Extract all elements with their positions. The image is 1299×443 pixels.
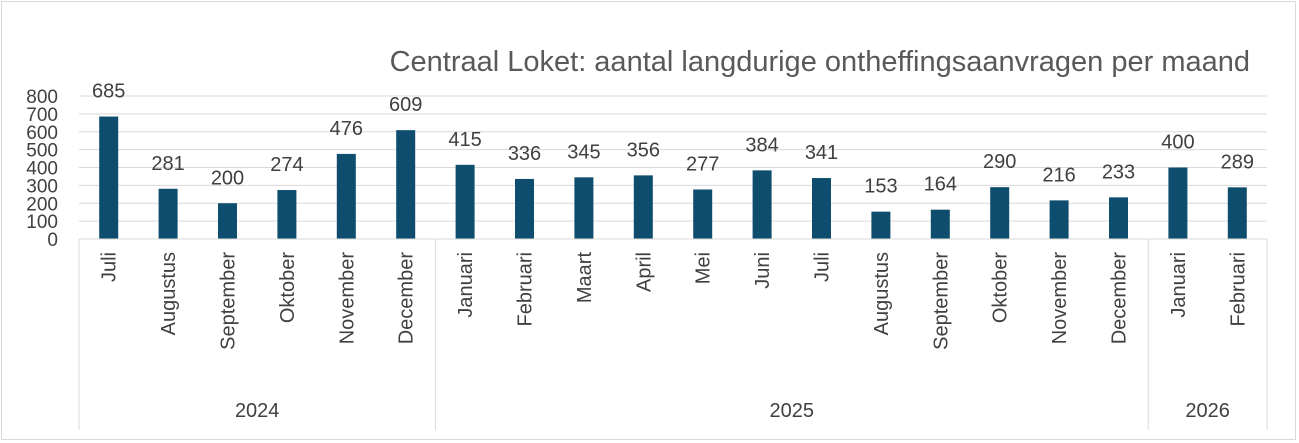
bar	[1168, 167, 1188, 239]
category-label: Juni	[752, 252, 774, 289]
category-label: Januari	[455, 252, 477, 318]
category-label: Oktober	[990, 252, 1012, 323]
data-label: 153	[864, 176, 897, 198]
category-label: November	[336, 252, 358, 345]
bar	[990, 187, 1010, 239]
data-label: 685	[92, 81, 125, 103]
data-label: 164	[924, 174, 957, 196]
data-label: 476	[330, 118, 363, 140]
category-label: Juli	[99, 252, 121, 282]
data-labels: 685 281 200 274 476 609 415 336 345 356 277 384 341 1…	[92, 81, 1254, 198]
y-tick-label: 0	[47, 230, 58, 251]
y-tick-label: 300	[26, 176, 58, 197]
category-label: Januari	[1168, 252, 1190, 318]
bar	[871, 211, 891, 239]
bars	[99, 116, 1247, 239]
bar	[633, 175, 653, 239]
bar	[218, 203, 237, 239]
data-label: 336	[508, 143, 541, 165]
category-label: Februari	[1227, 252, 1249, 326]
category-label: Februari	[515, 252, 537, 326]
data-label: 290	[983, 151, 1016, 173]
bar	[1049, 200, 1069, 239]
category-label: September	[930, 252, 952, 350]
data-label: 341	[805, 142, 838, 164]
category-labels: Juli Augustus September Oktober November Dece…	[99, 252, 1250, 350]
data-label: 289	[1221, 151, 1254, 173]
y-tick-label: 100	[26, 212, 58, 233]
bar	[752, 170, 772, 239]
bar	[277, 190, 297, 239]
grid-lines	[79, 95, 1267, 222]
bar	[515, 178, 534, 239]
bar	[455, 164, 475, 239]
category-label: Augustus	[158, 252, 180, 335]
y-tick-label: 500	[26, 141, 58, 162]
group-label: 2025	[770, 400, 815, 422]
bar	[930, 209, 950, 239]
data-label: 384	[745, 134, 778, 156]
bar	[693, 189, 713, 239]
bar	[1109, 197, 1128, 239]
data-label: 200	[211, 167, 244, 189]
y-tick-label: 600	[26, 123, 58, 144]
bar	[396, 130, 416, 239]
chart-title: Centraal Loket: aantal langdurige onthef…	[390, 46, 1250, 78]
bar	[812, 178, 831, 239]
category-label: Juli	[812, 252, 834, 282]
data-label: 233	[1102, 161, 1135, 183]
data-label: 400	[1161, 132, 1194, 154]
group-label: 2026	[1185, 400, 1230, 422]
data-label: 609	[389, 94, 422, 116]
data-label: 281	[151, 153, 184, 175]
bar	[158, 188, 178, 239]
bar	[99, 116, 119, 239]
category-label: Maart	[574, 252, 596, 304]
data-label: 345	[567, 141, 600, 163]
category-label: December	[1109, 252, 1131, 345]
bar	[336, 153, 356, 239]
category-label: September	[218, 252, 240, 350]
year-group-labels: 2024 2025 2026	[235, 400, 1230, 422]
y-tick-label: 700	[26, 105, 58, 126]
y-tick-label: 800	[26, 87, 58, 108]
category-label: April	[633, 252, 655, 292]
category-axis	[78, 238, 1268, 430]
category-label: Oktober	[277, 252, 299, 323]
bar	[574, 177, 594, 239]
category-label: Augustus	[871, 252, 893, 335]
data-label: 356	[627, 139, 660, 161]
data-label: 277	[686, 153, 719, 175]
data-label: 415	[448, 129, 481, 151]
category-label: December	[396, 252, 418, 345]
data-label: 216	[1042, 164, 1075, 186]
category-label: Mei	[693, 252, 715, 284]
bar	[1227, 187, 1247, 239]
group-label: 2024	[235, 400, 280, 422]
category-label: November	[1049, 252, 1071, 345]
y-tick-label: 200	[26, 194, 58, 215]
data-label: 274	[270, 154, 303, 176]
y-tick-label: 400	[26, 159, 58, 180]
